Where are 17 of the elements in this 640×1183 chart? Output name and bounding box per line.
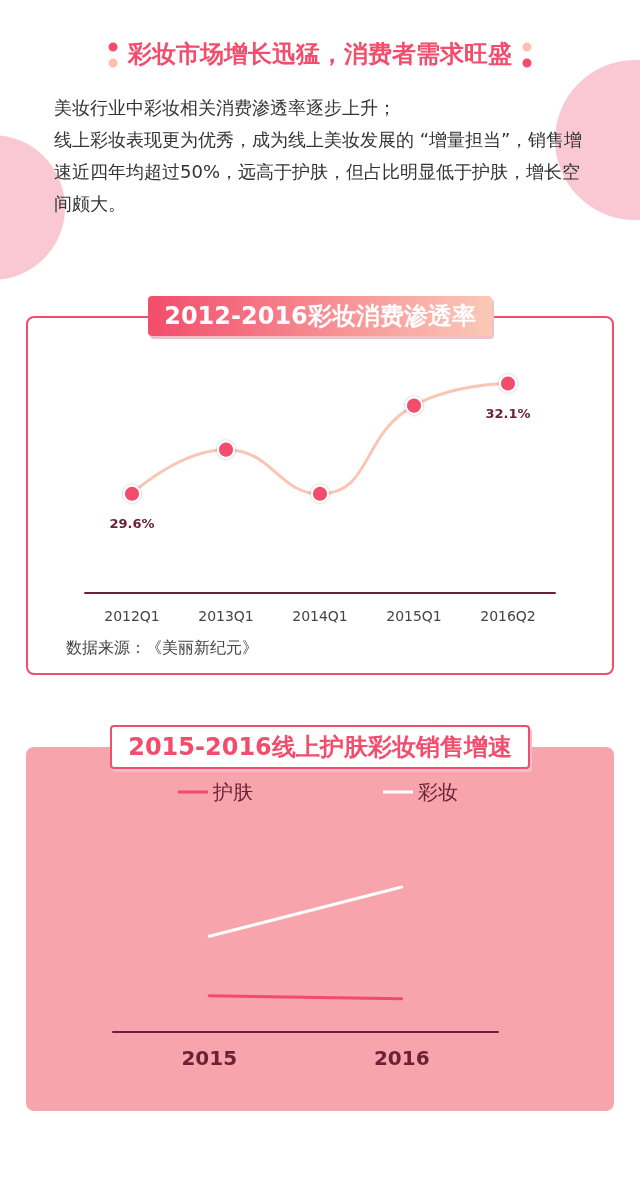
text: 线上彩妆表现更为优秀，成为线上美妆发展的 “增量担当”，销售增速近四年均超过50%，远高于护肤，但占比明显低于护肤，增长空间颇大。: [54, 128, 584, 216]
x-tick-label: 2015Q1: [386, 608, 442, 624]
text: 美妆行业中彩妆相关消费渗透率逐步上升；: [54, 96, 397, 120]
x-tick-label: 2016Q2: [480, 608, 536, 624]
legend-label: 彩妆: [418, 780, 458, 804]
source-note: 数据来源：《美丽新纪元》: [66, 638, 259, 659]
chart-title: 2012-2016彩妆消费渗透率: [148, 296, 492, 336]
chart-title: 2015-2016线上护肤彩妆销售增速: [110, 725, 530, 769]
x-tick-label: 2014Q1: [292, 608, 348, 624]
text: 彩妆市场增长迅猛，消费者需求旺盛: [126, 39, 513, 70]
x-tick-label: 2013Q1: [198, 608, 254, 624]
data-label: 32.1%: [485, 405, 531, 421]
data-label: 29.6%: [109, 515, 155, 531]
legend-label: 护肤: [212, 780, 253, 804]
x-tick-label: 2016: [373, 1046, 430, 1070]
x-tick-label: 2015: [181, 1046, 238, 1070]
x-tick-label: 2012Q1: [104, 608, 160, 624]
